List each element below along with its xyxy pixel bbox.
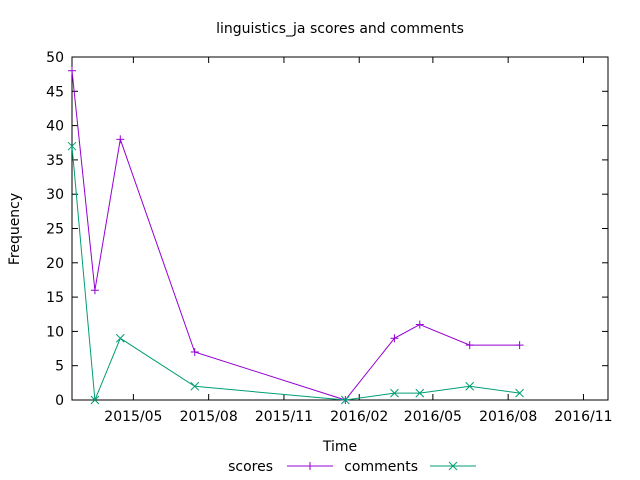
legend-label-scores: scores [228, 459, 273, 475]
data-point-comments [415, 388, 425, 398]
plot-frame [71, 56, 609, 401]
x-tick-label: 2016/11 [554, 409, 612, 425]
data-point-comments [390, 388, 399, 398]
y-tick-label: 0 [55, 393, 64, 409]
y-tick-label: 10 [46, 324, 64, 340]
x-tick-label: 2016/05 [404, 409, 462, 425]
x-tick-label: 2015/05 [104, 409, 162, 425]
data-point-comments [67, 141, 77, 151]
legend-marker-comments [448, 461, 458, 471]
y-tick-label: 15 [46, 290, 64, 306]
data-point-comments [115, 333, 125, 343]
y-tick-label: 50 [46, 50, 64, 66]
data-point-scores [68, 66, 76, 75]
x-tick-label: 2015/11 [255, 409, 313, 425]
data-point-scores [90, 286, 99, 295]
data-point-comments [190, 381, 200, 391]
data-point-scores [390, 334, 399, 343]
y-tick-label: 40 [46, 119, 64, 135]
x-axis-label: Time [322, 439, 357, 455]
x-tick-label: 2015/08 [180, 409, 238, 425]
y-tick-label: 30 [46, 187, 64, 203]
data-point-comments [515, 388, 524, 398]
data-point-comments [90, 395, 100, 405]
data-point-scores [465, 341, 474, 350]
y-tick-label: 45 [46, 84, 64, 100]
legend: scores comments [228, 459, 476, 475]
chart-title: linguistics_ja scores and comments [216, 21, 464, 37]
y-tick-label: 35 [46, 153, 64, 169]
data-point-scores [116, 135, 125, 144]
x-tick-label: 2016/08 [479, 409, 537, 425]
series-line-comments [71, 146, 520, 401]
y-tick-label: 5 [55, 359, 64, 375]
y-tick-label: 25 [46, 222, 64, 238]
data-point-scores [515, 341, 524, 350]
data-point-comments [340, 395, 350, 405]
data-point-scores [415, 320, 424, 329]
y-axis-label: Frequency [7, 193, 23, 265]
x-tick-label: 2016/02 [330, 409, 388, 425]
plot-area: 0 5 10 15 20 25 30 35 40 45 50 2015/05 2015/08 2015/1… [46, 50, 612, 425]
legend-marker-scores [306, 462, 314, 470]
data-point-scores [190, 347, 199, 356]
legend-label-comments: comments [344, 459, 418, 475]
data-point-comments [465, 381, 475, 391]
y-tick-label: 20 [46, 256, 64, 272]
